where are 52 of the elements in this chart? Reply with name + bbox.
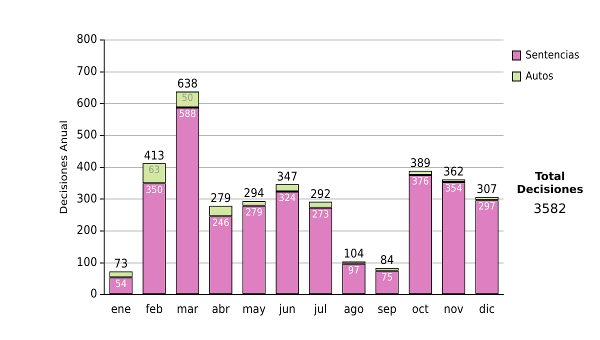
- legend-label: Sentencias: [525, 48, 580, 62]
- y-tick-label: 800: [76, 32, 98, 46]
- y-tick-label: 600: [76, 95, 98, 110]
- x-tick-label: sep: [378, 301, 397, 316]
- total-label: 294: [244, 186, 264, 200]
- total-label: 362: [443, 164, 464, 179]
- total-label: 84: [380, 252, 394, 268]
- data-label: 75: [381, 272, 393, 284]
- x-tick-label: oct: [412, 301, 430, 316]
- y-tick-label: 500: [76, 127, 98, 142]
- y-tick-label: 0: [90, 286, 98, 301]
- total-label: 389: [410, 155, 431, 170]
- data-label: 324: [278, 192, 296, 204]
- total-label: 347: [277, 168, 298, 184]
- x-tick-label: may: [242, 301, 266, 316]
- total-label: 104: [344, 246, 364, 261]
- total-label: 413: [144, 148, 164, 162]
- legend-label: Autos: [525, 70, 554, 83]
- x-tick-label: jul: [313, 301, 327, 316]
- data-label: 350: [146, 184, 163, 196]
- data-label: 297: [478, 201, 496, 213]
- data-label: 273: [312, 208, 330, 220]
- data-label: 279: [245, 206, 263, 219]
- total-label: 292: [310, 186, 331, 201]
- text: 3582: [532, 202, 568, 217]
- x-tick-label: feb: [146, 301, 163, 316]
- x-tick-label: mar: [176, 301, 199, 316]
- data-label: 50: [182, 92, 194, 104]
- y-tick-label: 400: [76, 158, 98, 174]
- y-tick-label: 200: [76, 222, 98, 238]
- x-tick-label: jun: [278, 301, 296, 316]
- x-tick-label: ene: [110, 301, 131, 316]
- data-label: 354: [445, 183, 462, 195]
- y-tick-label: 700: [76, 63, 98, 78]
- data-label: 54: [115, 278, 127, 290]
- total-label: 73: [114, 256, 128, 271]
- y-tick-label: 100: [76, 254, 98, 270]
- x-tick-label: dic: [479, 301, 495, 316]
- text: Total Decisiones: [516, 170, 584, 196]
- y-axis-title: Decisiones Anual: [58, 120, 70, 214]
- x-tick-label: abr: [212, 301, 230, 316]
- x-tick-label: nov: [444, 301, 464, 316]
- data-label: 246: [212, 217, 230, 230]
- y-tick-label: 300: [76, 190, 98, 206]
- total-label: 638: [177, 76, 198, 91]
- total-label: 279: [210, 190, 231, 206]
- total-label: 307: [476, 181, 498, 196]
- data-label: 97: [348, 264, 360, 276]
- data-label: 63: [148, 164, 160, 176]
- x-tick-label: ago: [344, 301, 364, 316]
- data-label: 376: [412, 176, 429, 188]
- data-label: 588: [178, 108, 196, 120]
